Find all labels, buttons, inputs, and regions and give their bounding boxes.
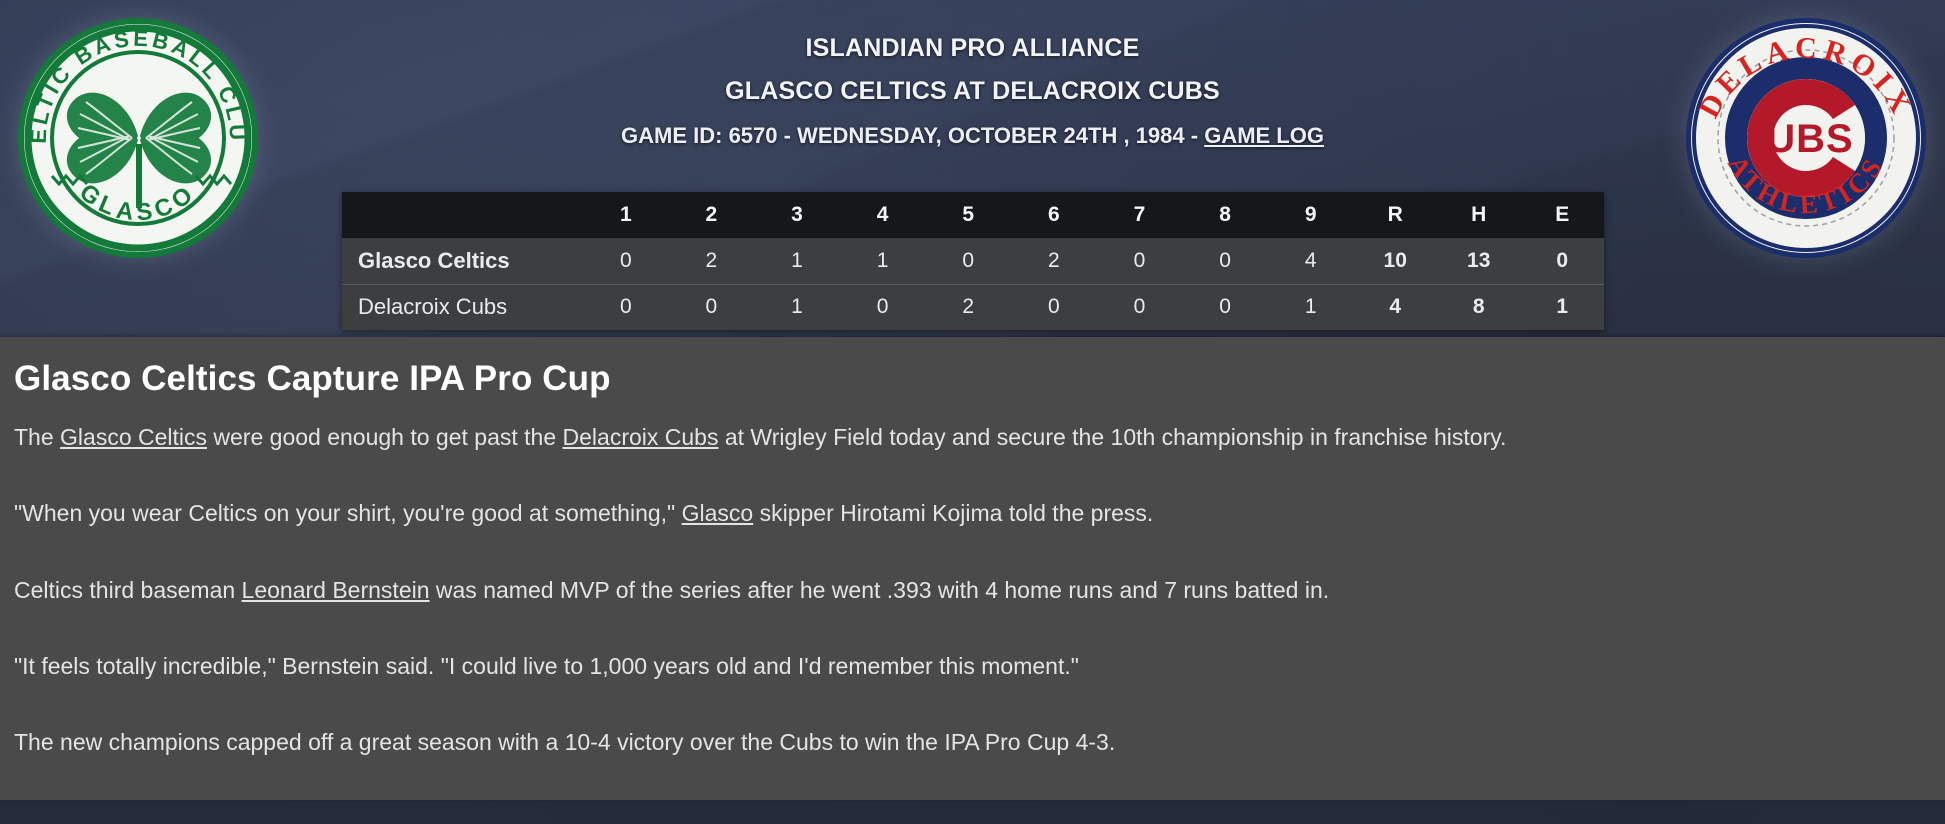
leonard-bernstein-link[interactable]: Leonard Bernstein [241, 576, 430, 603]
row-runs: 10 [1383, 248, 1407, 272]
box-score-header-row: 1 2 3 4 5 6 7 8 9 R H E [342, 192, 1604, 238]
article-panel: Glasco Celtics Capture IPA Pro Cup The G… [0, 337, 1945, 800]
cubs-team-logo: UBS DELACROIX ATHLETICS [1685, 16, 1927, 260]
inning-score: 1 [791, 248, 803, 272]
para1-text-a: The [14, 424, 61, 450]
article-paragraph-3: Celtics third baseman Leonard Bernstein … [14, 575, 1945, 605]
column-header-inning-6: 6 [1047, 203, 1060, 226]
inning-score: 1 [1304, 295, 1317, 319]
inning-score: 2 [962, 295, 975, 319]
inning-score: 0 [705, 295, 718, 319]
inning-score: 1 [876, 248, 889, 272]
column-header-runs: R [1387, 203, 1403, 226]
row-errors: 1 [1556, 295, 1569, 319]
column-header-inning-1: 1 [619, 203, 632, 226]
column-header-inning-3: 3 [791, 203, 803, 226]
game-id-and-date: GAME ID: 6570 - WEDNESDAY, OCTOBER 24TH … [621, 123, 1205, 148]
column-header-inning-4: 4 [876, 203, 889, 226]
cubs-center-word: UBS [1766, 117, 1853, 161]
box-score-table: 1 2 3 4 5 6 7 8 9 R H E Glasco Celtics 0… [342, 192, 1604, 330]
column-header-hits: H [1471, 203, 1487, 226]
row-team-name: Delacroix Cubs [358, 294, 508, 320]
inning-score: 1 [791, 295, 803, 319]
row-runs: 4 [1389, 295, 1402, 319]
column-header-inning-7: 7 [1133, 203, 1146, 226]
article-paragraph-5: The new champions capped off a great sea… [14, 729, 1116, 756]
column-header-inning-8: 8 [1219, 203, 1231, 226]
column-header-inning-2: 2 [705, 203, 718, 226]
scoreboard-header: ISLANDIAN PRO ALLIANCE GLASCO CELTICS AT… [300, 34, 1645, 149]
column-header-inning-5: 5 [962, 203, 975, 226]
inning-score: 0 [962, 248, 975, 272]
article-paragraph-4: "It feels totally incredible," Bernstein… [14, 653, 1079, 680]
para1-text-b: were good enough to get past the [207, 424, 563, 450]
inning-score: 0 [619, 248, 632, 272]
para3-text-a: Celtics third baseman [14, 576, 242, 603]
game-log-link[interactable]: GAME LOG [1204, 123, 1324, 148]
game-meta-row: GAME ID: 6570 - WEDNESDAY, OCTOBER 24TH … [300, 123, 1645, 149]
row-hits: 13 [1467, 248, 1491, 272]
inning-score: 0 [1219, 295, 1231, 319]
row-team-name: Glasco Celtics [358, 247, 510, 273]
inning-score: 0 [1047, 295, 1060, 319]
delacroix-cubs-link[interactable]: Delacroix Cubs [562, 424, 719, 450]
column-header-inning-9: 9 [1304, 203, 1317, 226]
matchup-title: GLASCO CELTICS AT DELACROIX CUBS [725, 77, 1220, 105]
row-errors: 0 [1556, 248, 1569, 272]
column-header-team [342, 192, 583, 238]
inning-score: 4 [1304, 248, 1317, 272]
inning-score: 0 [619, 295, 632, 319]
column-header-errors: E [1555, 203, 1570, 226]
table-row[interactable]: Delacroix Cubs 0 0 1 0 2 0 0 0 1 4 8 1 [342, 284, 1604, 330]
article-headline: Glasco Celtics Capture IPA Pro Cup [14, 359, 611, 398]
glasco-link[interactable]: Glasco [681, 500, 754, 527]
table-row[interactable]: Glasco Celtics 0 2 1 1 0 2 0 0 4 10 13 0 [342, 238, 1604, 284]
celtics-team-logo: CELTIC BASEBALL CLUB GLASCO [16, 16, 260, 260]
para2-text-b: skipper Hirotami Kojima told the press. [753, 500, 1154, 527]
para2-text-a: "When you wear Celtics on your shirt, yo… [14, 500, 682, 527]
inning-score: 0 [876, 295, 889, 319]
inning-score: 0 [1133, 248, 1146, 272]
inning-score: 2 [1047, 248, 1060, 272]
inning-score: 0 [1133, 295, 1146, 319]
inning-score: 2 [705, 248, 718, 272]
league-name: ISLANDIAN PRO ALLIANCE [805, 34, 1140, 62]
para1-text-c: at Wrigley Field today and secure the 10… [718, 424, 1507, 450]
row-hits: 8 [1472, 295, 1485, 319]
article-paragraph-1: The Glasco Celtics were good enough to g… [14, 422, 1945, 452]
glasco-celtics-link[interactable]: Glasco Celtics [60, 424, 208, 450]
article-paragraph-2: "When you wear Celtics on your shirt, yo… [14, 498, 1945, 528]
para3-text-b: was named MVP of the series after he wen… [429, 576, 1330, 603]
inning-score: 0 [1219, 248, 1231, 272]
